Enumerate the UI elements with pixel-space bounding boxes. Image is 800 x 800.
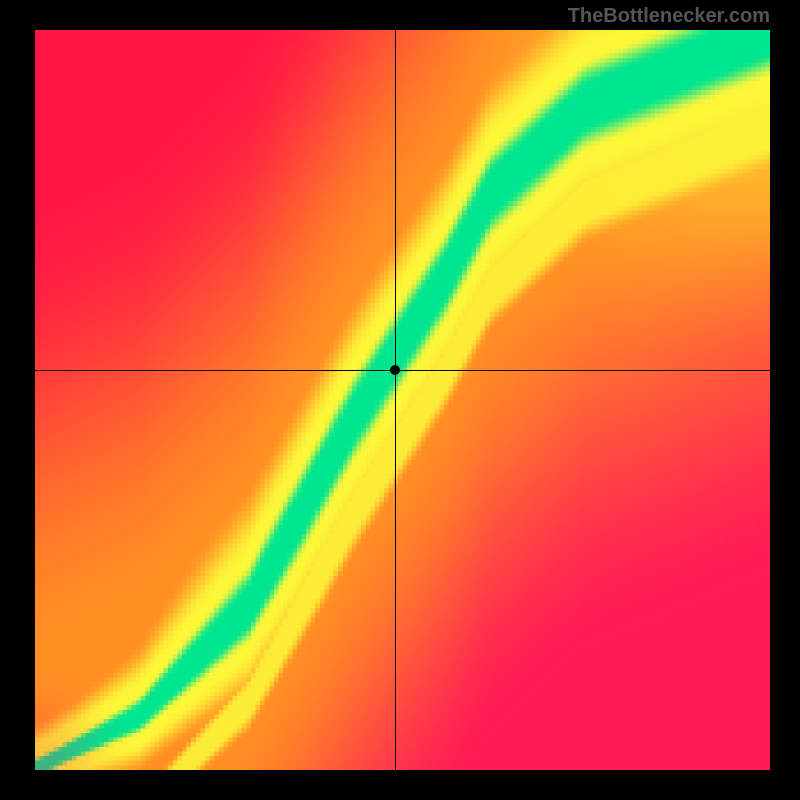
- crosshair-horizontal: [35, 370, 770, 371]
- crosshair-vertical: [395, 30, 396, 770]
- watermark-text: TheBottlenecker.com: [568, 5, 770, 28]
- heatmap-canvas: [35, 30, 770, 770]
- data-point-marker: [390, 365, 400, 375]
- bottleneck-heatmap: [35, 30, 770, 770]
